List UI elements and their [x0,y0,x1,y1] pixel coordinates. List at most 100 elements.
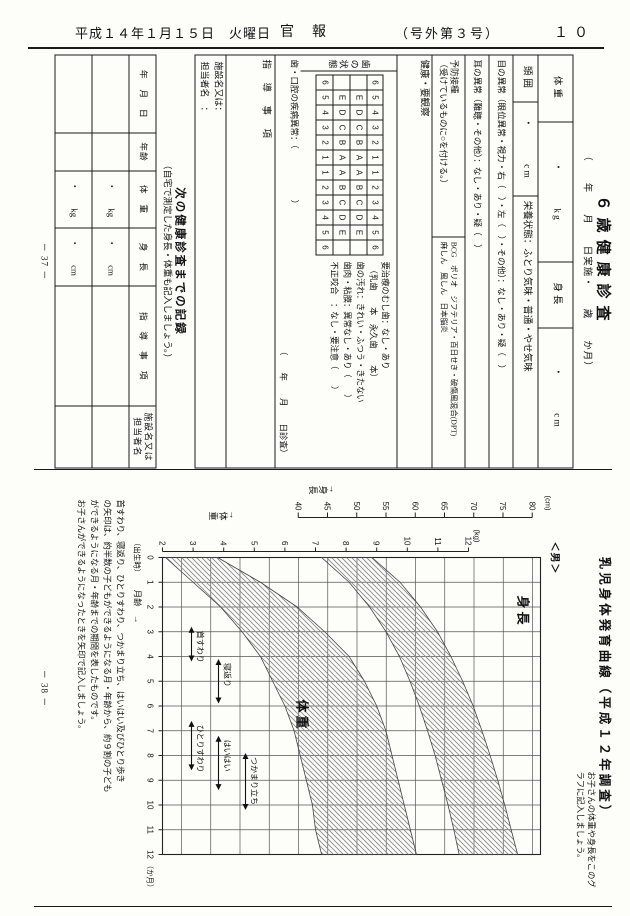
tooth-cell: C [349,119,367,135]
table-row: 体重 ・ kg 身長 ・ cm [538,55,573,467]
arrowhead-left [242,752,248,759]
table-row: 健康・要観察 [397,55,433,467]
tooth-cell: 1 [315,149,333,165]
record-data-cell: ・ cm [55,227,92,286]
birth-label: （出生時） [132,538,142,576]
height-value-cell: ・ cm [538,326,573,467]
tooth-cell: 4 [366,209,383,225]
tooth-cell: B [349,179,367,195]
record-data-cell [55,405,92,468]
tooth-cell: 2 [315,134,333,150]
milestone-note: 首すわり、寝返り、ひとりすわり、つかまり立ち、はいはい及びひとり歩き の矢印は、約… [74,499,126,792]
milestone-label: ひとりすわり [195,724,204,772]
tooth-cell: 3 [366,119,383,135]
dental-exam-date: （ 年 月 日診査） [277,346,288,457]
tooth-cell: 1 [366,164,383,180]
record-data-cell [92,54,129,133]
tooth-cell: 2 [366,134,383,150]
teeth-note-line: 歯肉・粘膜：異常なし・あり（ ） [341,261,351,403]
milestone-label: つかまり立ち [249,757,259,805]
facility-name-line1: 施設名又は： [212,61,223,116]
month-tick-label: 10 [145,800,154,809]
tooth-cell: B [332,134,350,150]
record-section-subheading: （自宅で測定した身長・体重も記入しましょう。） [161,160,172,362]
arrowhead-left [188,626,194,633]
tooth-cell: D [332,104,350,120]
milestone-note-line: 首すわり、寝返り、ひとりすわり、つかまり立ち、はいはい及びひとり歩き [115,499,124,783]
health-observation-cell: 健康・要観察 [418,59,429,117]
cm-tick-label: 65 [439,501,448,510]
tooth-cell: 6 [315,74,333,90]
vaccination-note: （受けているものに○を付ける。） [438,59,449,188]
vaccination-list-cell: BCG ポリオ ジフテリア・百日せき・破傷風混合(DPT) 麻しん 風しん 日本… [432,236,465,467]
tooth-cell: 4 [366,104,383,120]
table-row: 指 導 事 項 [226,55,276,467]
cm-tick-label: 55 [381,501,390,510]
teeth-state-label: 歯の状態 [326,58,371,69]
record-data-cell [92,285,129,406]
nutrition-state-cell: 栄養状態：ふとり気味・普通・やせ気味 [513,195,538,467]
kg-tick-label: 11 [432,537,441,546]
month-unit-label: （か月） [145,861,154,891]
record-section-heading: 次の健康診査までの記録 [173,186,186,336]
tooth-cell: E [332,224,350,240]
kg-tick-label: 6 [279,541,288,546]
percentile-band-cm [320,556,518,855]
teeth-note-line: 歯の汚れ：きれい・ふつう・きたない [354,261,364,403]
tooth-cell: A [349,164,367,180]
tooth-cell: 2 [315,179,333,195]
weight-value-cell: ・ kg [538,120,573,261]
vaccination-list-line1: BCG ポリオ ジフテリア・百日せき・破傷風混合(DPT) [448,241,458,436]
month-tick-label: 0 [145,555,154,560]
record-table: 年 月 日年齢体 重身 長指 導 事 項施設名又は 担当者名 ・ kg ・ cm ・ k… [55,54,157,468]
head-circumference-value-cell: ・ cm [513,100,538,196]
kg-tick-label: 3 [188,541,197,546]
tooth-cell [332,239,350,255]
vaccination-list-line2: 麻しん 風しん 日本脳炎 [439,241,449,333]
vaccination-label: 予防接種 [449,59,459,94]
record-data-cell [92,132,129,171]
record-header-cell: 身 長 [129,227,156,286]
weight-band-label: 体重 [294,699,309,731]
record-header-cell: 年齢 [129,132,156,171]
month-tick-label: 2 [145,604,154,609]
tooth-cell: E [349,89,367,105]
tooth-cell: A [349,149,367,165]
ear-abnormality-cell: 耳の異常（難聴・その他）：なし・あり・疑（ ） [472,59,483,253]
record-header-cell: 指 導 事 項 [129,285,156,406]
tooth-cell: 6 [315,239,333,255]
tooth-cell: D [332,209,350,225]
record-header-cell: 年 月 日 [129,54,156,133]
growth-chart: 40 45 50 55 60 65 70 75 80 (cm)2 3 4 5 6 7 8 9 10 11 12 (kg)… [132,495,552,891]
tooth-cell: E [349,224,367,240]
record-header-cell: 施設名又は 担当者名 [129,405,156,468]
header-gazette-title: 官報 [280,25,344,40]
vaccination-label-cell: 予防接種 （受けているものに○を付ける。） [432,55,464,236]
header-date: 平成１４年１月１５日 火曜日 [75,26,272,41]
milestone-note-line: ができるようになる月・年齢までの期間を表したものです。 [89,499,98,725]
record-data-cell [55,54,92,133]
section-divider-rule [34,469,612,470]
arrowhead-left [188,720,194,727]
month-tick-label: 3 [145,629,154,634]
eye-abnormality-cell: 目の異常（眼位異常・視力・右（ ）・左（ ）・その他）：なし・あり・疑（ ） [496,59,507,373]
bottom-rule [34,906,612,907]
teeth-notes: 要治療のむし歯：なし・あり （乳歯 本 永久歯 本） 歯の汚れ：きれい・ふつう・き… [300,257,396,467]
form-page-number: － 37 － [39,242,50,280]
kg-unit-label: (kg) [472,529,481,542]
month-tick-label: 7 [145,728,154,733]
tooth-cell: 1 [315,164,333,180]
tooth-cell: 5 [366,89,383,105]
tooth-cell: D [349,209,367,225]
tooth-cell: 4 [315,104,333,120]
teeth-note-line: （乳歯 本 永久歯 本） [367,261,377,382]
month-tick-label: 8 [145,753,154,758]
teeth-note-line: 不正咬合 ：なし・要注意（ ） [328,261,338,394]
teeth-state-header: 歯の状態 [300,55,397,71]
cm-tick-label: 50 [351,501,360,510]
record-data-cell [55,132,92,171]
table-row: 目の異常（眼位異常・視力・右（ ）・左（ ）・その他）：なし・あり・疑（ ） [489,55,514,467]
tooth-cell: A [332,149,350,165]
